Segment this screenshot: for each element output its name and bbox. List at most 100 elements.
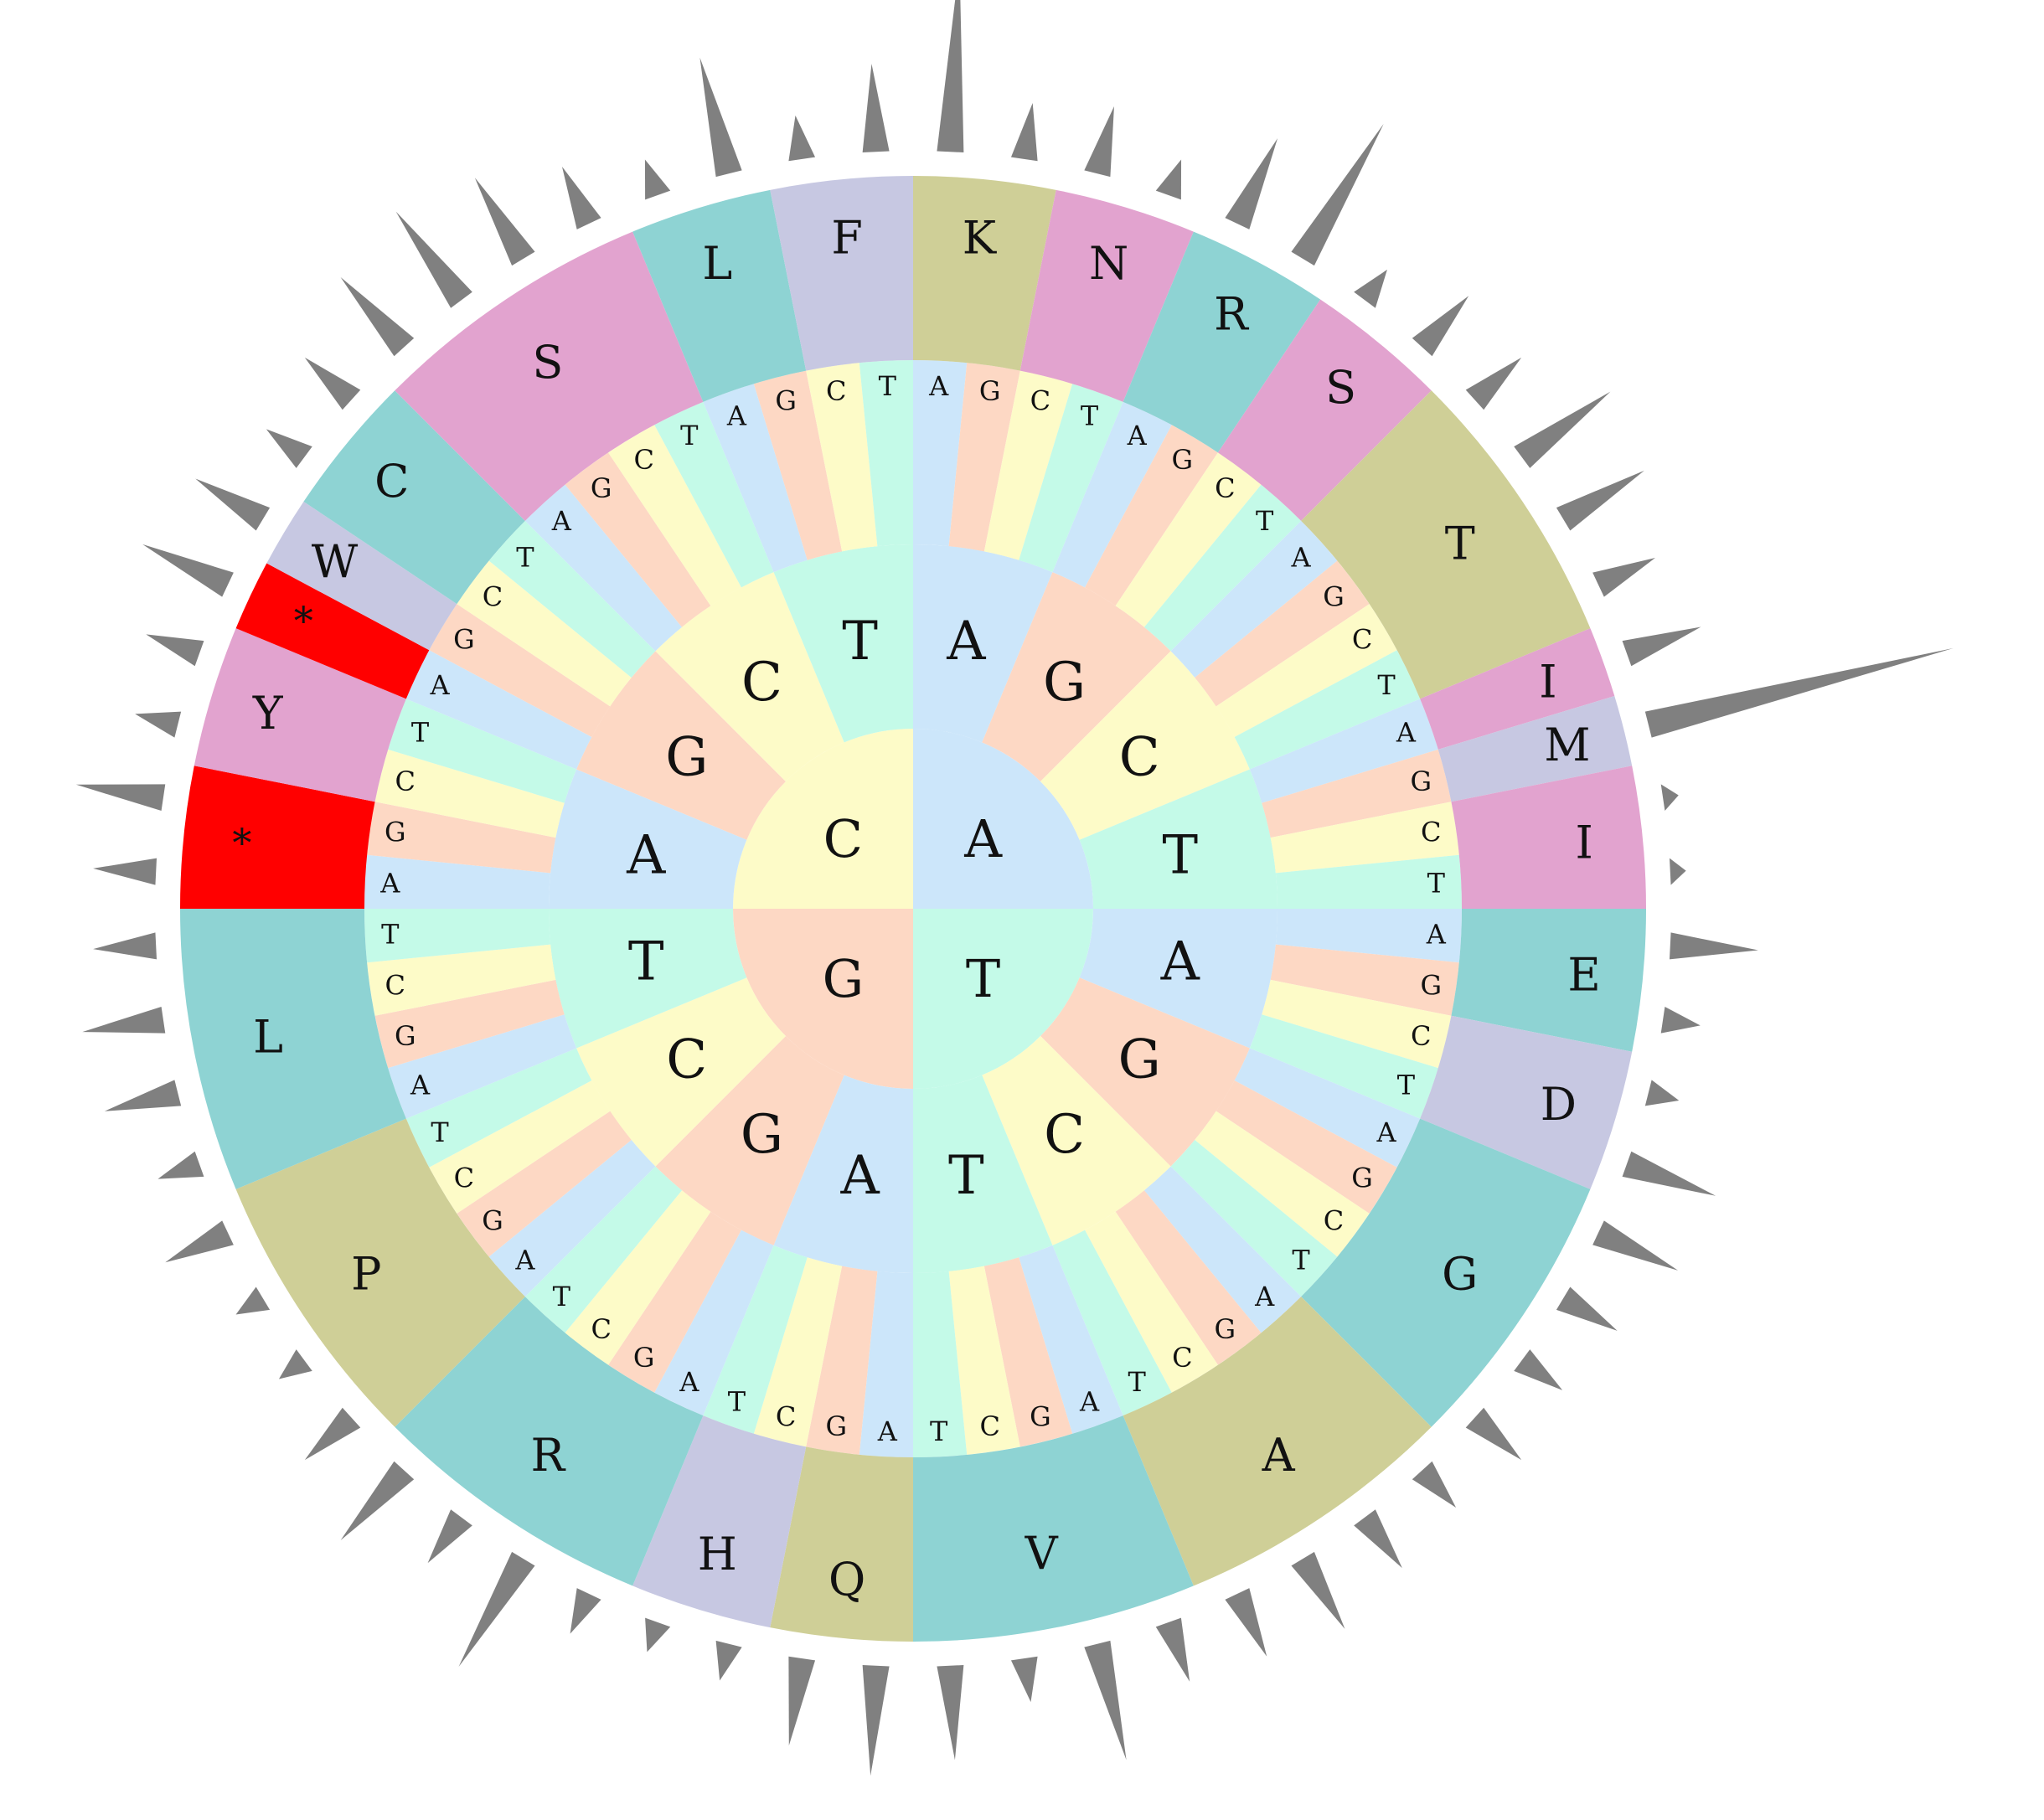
third-base-sector	[1275, 909, 1463, 963]
codon-frequency-spike	[1556, 470, 1644, 531]
third-base-label: G	[385, 816, 406, 848]
third-base-label: A	[551, 505, 572, 537]
amino-acid-sector	[1420, 1015, 1633, 1189]
third-base-label: G	[1420, 970, 1442, 1002]
second-base-sector	[549, 769, 747, 909]
codon-frequency-spike	[1592, 557, 1655, 597]
second-base-label: T	[1162, 825, 1198, 887]
codon-frequency-spike	[82, 1006, 166, 1034]
third-base-sector	[948, 363, 1020, 552]
second-base-sector	[913, 1075, 1053, 1273]
third-base-sector	[1052, 401, 1172, 588]
third-base-label: G	[979, 375, 1001, 407]
amino-acid-sector	[180, 766, 375, 909]
third-base-sector	[524, 484, 683, 652]
codon-frequency-spike	[75, 784, 166, 812]
third-base-label: G	[1030, 1400, 1051, 1432]
third-base-sector	[1085, 1211, 1218, 1393]
third-base-label: G	[775, 385, 797, 417]
third-base-sector	[374, 749, 565, 838]
third-base-sector	[364, 854, 551, 909]
amino-acid-sector	[1451, 766, 1646, 909]
third-base-sector	[374, 979, 565, 1069]
third-base-label: C	[633, 444, 653, 476]
amino-acid-label: S	[1325, 361, 1356, 414]
codon-frequency-spike	[699, 57, 742, 178]
third-base-sector	[1249, 1014, 1438, 1119]
second-base-sector	[576, 977, 786, 1167]
codon-frequency-spike	[788, 115, 816, 162]
third-base-sector	[405, 650, 592, 770]
codon-frequency-spike	[1010, 1656, 1038, 1703]
third-base-label: G	[1172, 444, 1194, 476]
amino-acid-sector	[1019, 189, 1194, 402]
third-base-label: C	[1030, 385, 1050, 417]
codon-frequency-spike	[1010, 102, 1038, 162]
third-base-label: C	[1215, 472, 1235, 504]
codon-frequency-spikes	[75, 0, 1954, 1776]
amino-acid-label: R	[1214, 288, 1249, 341]
amino-acid-label: F	[831, 211, 862, 264]
first-base-label: A	[963, 808, 1003, 869]
third-base-label: G	[1215, 1313, 1236, 1345]
codon-frequency-spike	[93, 858, 157, 885]
first-base-label: C	[823, 808, 863, 869]
third-base-label: T	[728, 1385, 746, 1417]
codon-frequency-spike	[157, 1151, 204, 1179]
amino-acid-label: C	[374, 455, 409, 508]
third-base-label: C	[395, 766, 415, 797]
third-base-sector	[1019, 1245, 1123, 1434]
second-base-label: G	[1043, 652, 1086, 714]
codon-frequency-spike	[1644, 647, 1954, 738]
third-base-sector	[1249, 699, 1438, 803]
third-base-label: C	[1172, 1342, 1192, 1374]
third-base-sector	[1195, 1111, 1370, 1257]
third-base-sector	[859, 360, 913, 547]
third-base-sector	[1262, 979, 1452, 1069]
codon-frequency-spike	[788, 1656, 816, 1746]
codon-frequency-spike	[474, 178, 535, 266]
first-base-sector	[733, 729, 913, 909]
third-base-sector	[364, 909, 551, 963]
codon-frequency-spike	[1669, 858, 1686, 885]
amino-acid-sector	[913, 176, 1056, 371]
third-base-sector	[524, 1166, 683, 1333]
amino-acid-sector	[303, 390, 525, 605]
amino-acid-sector	[770, 1446, 913, 1642]
codon-frequency-spike	[458, 1551, 535, 1667]
second-base-sector	[1079, 769, 1278, 909]
third-base-label: T	[680, 420, 699, 451]
second-base-sector	[1040, 651, 1250, 840]
third-base-label: A	[679, 1366, 699, 1398]
third-base-label: A	[1426, 919, 1447, 951]
third-base-label: C	[1324, 1204, 1344, 1236]
third-base-label: C	[776, 1400, 796, 1432]
codon-frequency-spike	[1225, 1588, 1267, 1657]
codon-frequency-spike	[1660, 1006, 1701, 1034]
third-base-label: T	[431, 1116, 449, 1148]
codon-frequency-spike	[146, 634, 204, 667]
third-base-ring: A G C TAGCTAGCTAGCTAGCTAGCTAGCTAGCTAGCTAGCT…	[364, 360, 1463, 1458]
second-base-sector	[773, 544, 913, 743]
codon-frequency-spike	[1291, 1551, 1345, 1629]
third-base-label: C	[454, 1162, 474, 1194]
amino-acid-label: P	[351, 1248, 381, 1301]
third-base-label: C	[385, 970, 405, 1002]
third-base-sector	[429, 1080, 611, 1214]
codon-frequency-spike	[1660, 784, 1679, 812]
amino-acid-label: E	[1567, 948, 1600, 1001]
codon-frequency-spike	[395, 211, 472, 308]
third-base-label: G	[1323, 581, 1345, 613]
codon-frequency-spike	[1592, 1220, 1679, 1271]
third-base-label: G	[1351, 1162, 1373, 1194]
third-base-sector	[806, 1266, 878, 1455]
third-base-sector	[806, 363, 878, 552]
amino-acid-label: D	[1541, 1078, 1577, 1131]
amino-acid-sector	[1217, 299, 1432, 521]
codon-frequency-spike	[1412, 1461, 1457, 1508]
codon-frequency-spike	[340, 1461, 415, 1540]
second-base-sector	[982, 1036, 1171, 1245]
amino-acid-label: I	[1575, 817, 1592, 869]
